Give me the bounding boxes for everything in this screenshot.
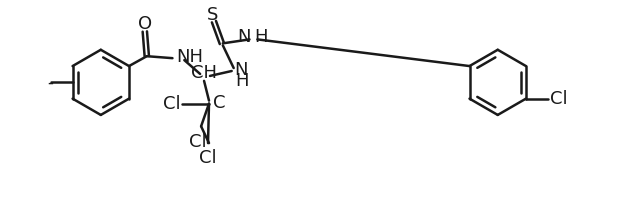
Text: C: C (213, 94, 225, 112)
Text: Cl: Cl (189, 133, 207, 151)
Text: Cl: Cl (163, 95, 180, 113)
Text: H: H (255, 28, 268, 46)
Text: Cl: Cl (199, 149, 217, 167)
Text: O: O (138, 15, 152, 33)
Text: N: N (237, 28, 250, 46)
Text: H: H (236, 72, 249, 90)
Text: S: S (207, 6, 219, 24)
Text: Cl: Cl (550, 90, 567, 108)
Text: NH: NH (177, 48, 204, 66)
Text: CH: CH (191, 64, 217, 82)
Text: N: N (235, 61, 248, 79)
Text: -: - (47, 73, 53, 91)
